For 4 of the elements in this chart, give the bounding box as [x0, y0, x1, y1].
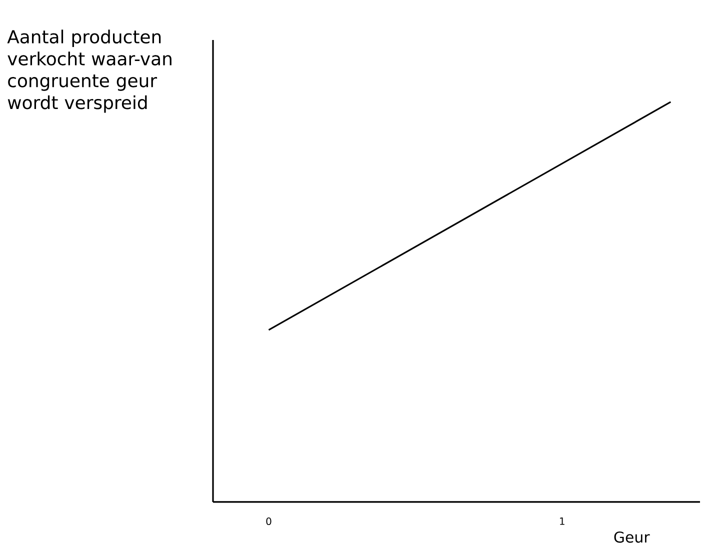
x-tick-label: 1	[560, 518, 564, 525]
y-axis-title: Aantal producten verkocht waar-van congruente geur wordt verspreid	[7, 30, 172, 113]
x-tick-label: 0	[266, 517, 272, 526]
x-axis-title: Geur	[614, 531, 650, 543]
